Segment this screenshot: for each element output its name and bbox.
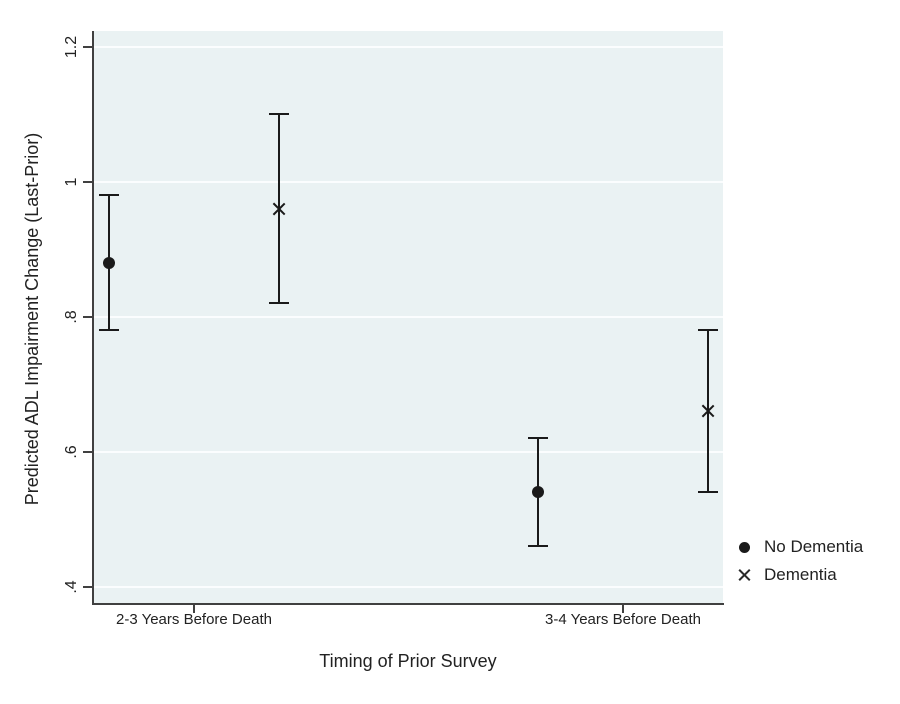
circle-marker (103, 257, 115, 269)
circle-marker (532, 486, 544, 498)
legend-label: No Dementia (764, 537, 864, 556)
legend-item-no-dementia: No Dementia (733, 533, 863, 561)
error-bar-cap-bottom (269, 302, 289, 304)
error-bar-cap-bottom (698, 491, 718, 493)
plot-area (93, 31, 723, 603)
legend-marker-cell (733, 569, 755, 581)
y-tick-label: .6 (63, 445, 80, 459)
y-axis-line (92, 31, 94, 605)
gridline (93, 586, 723, 588)
y-tick (83, 181, 93, 183)
y-tick (83, 586, 93, 588)
x-axis-title: Timing of Prior Survey (319, 651, 497, 671)
legend-marker-cell (733, 541, 755, 553)
y-tick-label: .4 (63, 580, 80, 594)
error-bar-cap-bottom (528, 545, 548, 547)
error-bar-cap-top (528, 437, 548, 439)
error-bar-cap-top (99, 194, 119, 196)
x-tick (193, 603, 195, 613)
y-tick (83, 316, 93, 318)
error-bar-cap-top (698, 329, 718, 331)
legend-label: Dementia (764, 565, 837, 584)
gridline (93, 46, 723, 48)
y-axis-title: Predicted ADL Impairment Change (Last-Pr… (22, 132, 42, 506)
y-tick-label: 1 (63, 177, 80, 187)
y-tick-label: .8 (63, 310, 80, 324)
circle-marker-icon (738, 541, 750, 553)
x-tick (622, 603, 624, 613)
x-tick-label: 2-3 Years Before Death (116, 611, 272, 628)
legend-item-dementia: Dementia (733, 561, 863, 589)
x-marker (702, 405, 714, 417)
x-marker-icon (738, 569, 750, 581)
error-bar-cap-top (269, 113, 289, 115)
gridline (93, 451, 723, 453)
error-bar-cap-bottom (99, 329, 119, 331)
gridline (93, 316, 723, 318)
x-marker (273, 203, 285, 215)
y-tick (83, 451, 93, 453)
y-tick-label: 1.2 (63, 35, 80, 59)
x-axis-line (92, 603, 724, 605)
legend: No Dementia Dementia (733, 533, 863, 589)
x-tick-label: 3-4 Years Before Death (545, 611, 701, 628)
y-tick (83, 46, 93, 48)
gridline (93, 181, 723, 183)
